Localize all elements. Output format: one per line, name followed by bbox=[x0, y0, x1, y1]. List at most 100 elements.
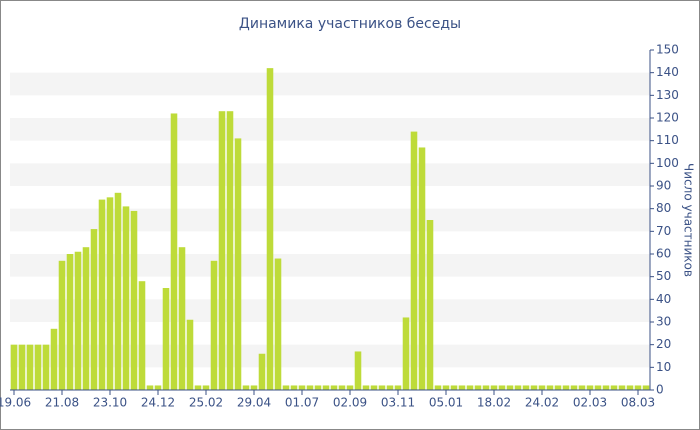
x-tick-label: 01.07 bbox=[285, 396, 319, 410]
bar bbox=[546, 385, 554, 390]
bar bbox=[50, 328, 58, 390]
bar bbox=[578, 385, 586, 390]
bar bbox=[10, 344, 18, 390]
bar bbox=[602, 385, 610, 390]
y-tick-label: 140 bbox=[656, 65, 679, 79]
x-tick-label: 05.01 bbox=[429, 396, 463, 410]
bar bbox=[242, 385, 250, 390]
bar bbox=[122, 206, 130, 390]
grid-band bbox=[10, 72, 650, 96]
bar bbox=[634, 385, 642, 390]
grid-band bbox=[10, 163, 650, 186]
bar bbox=[594, 385, 602, 390]
bar bbox=[618, 385, 626, 390]
bar bbox=[98, 199, 106, 390]
x-tick-label: 19.06 bbox=[0, 396, 31, 410]
bar bbox=[154, 385, 162, 390]
bar bbox=[394, 385, 402, 390]
bar bbox=[90, 229, 98, 390]
y-tick-label: 130 bbox=[656, 88, 679, 102]
bar bbox=[58, 260, 66, 390]
bar bbox=[402, 317, 410, 390]
bar bbox=[138, 281, 146, 390]
bar bbox=[554, 385, 562, 390]
bar bbox=[18, 344, 26, 390]
bar bbox=[130, 210, 138, 390]
bar bbox=[498, 385, 506, 390]
x-tick-label: 21.08 bbox=[45, 396, 79, 410]
y-tick-label: 50 bbox=[656, 269, 671, 283]
bar bbox=[338, 385, 346, 390]
y-tick-label: 60 bbox=[656, 247, 671, 261]
bar bbox=[194, 385, 202, 390]
bar bbox=[274, 258, 282, 390]
bar bbox=[74, 251, 82, 390]
bar bbox=[514, 385, 522, 390]
y-axis-label: Число участников bbox=[682, 163, 696, 277]
y-tick-label: 0 bbox=[656, 383, 664, 397]
bar bbox=[34, 344, 42, 390]
y-tick-label: 120 bbox=[656, 111, 679, 125]
bar bbox=[290, 385, 298, 390]
bar bbox=[354, 351, 362, 390]
bar bbox=[378, 385, 386, 390]
bar bbox=[442, 385, 450, 390]
y-tick-label: 80 bbox=[656, 201, 671, 215]
y-tick-label: 30 bbox=[656, 315, 671, 329]
bar bbox=[482, 385, 490, 390]
bar bbox=[82, 247, 90, 390]
x-tick-label: 02.03 bbox=[573, 396, 607, 410]
grid-band bbox=[10, 208, 650, 232]
bar bbox=[314, 385, 322, 390]
bar bbox=[562, 385, 570, 390]
grid-band bbox=[10, 344, 650, 368]
bar bbox=[146, 385, 154, 390]
bar bbox=[474, 385, 482, 390]
bar bbox=[586, 385, 594, 390]
bar bbox=[66, 254, 74, 390]
x-tick-label: 03.11 bbox=[381, 396, 415, 410]
bar bbox=[410, 131, 418, 390]
grid-band bbox=[10, 254, 650, 277]
bar bbox=[218, 111, 226, 390]
bar bbox=[202, 385, 210, 390]
bar bbox=[506, 385, 514, 390]
bar bbox=[522, 385, 530, 390]
bar bbox=[346, 385, 354, 390]
bar bbox=[234, 138, 242, 390]
x-tick-label: 23.10 bbox=[93, 396, 127, 410]
bar bbox=[434, 385, 442, 390]
bar bbox=[298, 385, 306, 390]
grid-band bbox=[10, 118, 650, 141]
bar bbox=[450, 385, 458, 390]
bar bbox=[106, 197, 114, 390]
chart-title: Динамика участников беседы bbox=[239, 16, 461, 32]
bar bbox=[362, 385, 370, 390]
y-tick-label: 150 bbox=[656, 43, 679, 57]
bar bbox=[322, 385, 330, 390]
bar bbox=[282, 385, 290, 390]
bar bbox=[466, 385, 474, 390]
bar bbox=[538, 385, 546, 390]
bar bbox=[330, 385, 338, 390]
bar bbox=[210, 260, 218, 390]
bar bbox=[186, 319, 194, 390]
x-tick-label: 24.02 bbox=[525, 396, 559, 410]
bar bbox=[458, 385, 466, 390]
x-tick-label: 24.12 bbox=[141, 396, 175, 410]
y-tick-label: 10 bbox=[656, 360, 671, 374]
bar bbox=[418, 147, 426, 390]
y-tick-label: 20 bbox=[656, 337, 671, 351]
y-tick-label: 70 bbox=[656, 224, 671, 238]
bar bbox=[26, 344, 34, 390]
bar bbox=[114, 192, 122, 390]
bar bbox=[386, 385, 394, 390]
bar bbox=[250, 385, 258, 390]
bar bbox=[258, 353, 266, 390]
y-tick-label: 110 bbox=[656, 133, 679, 147]
bar bbox=[642, 385, 650, 390]
x-tick-label: 18.02 bbox=[477, 396, 511, 410]
y-tick-label: 90 bbox=[656, 179, 671, 193]
bar bbox=[162, 288, 170, 390]
bar bbox=[426, 220, 434, 390]
